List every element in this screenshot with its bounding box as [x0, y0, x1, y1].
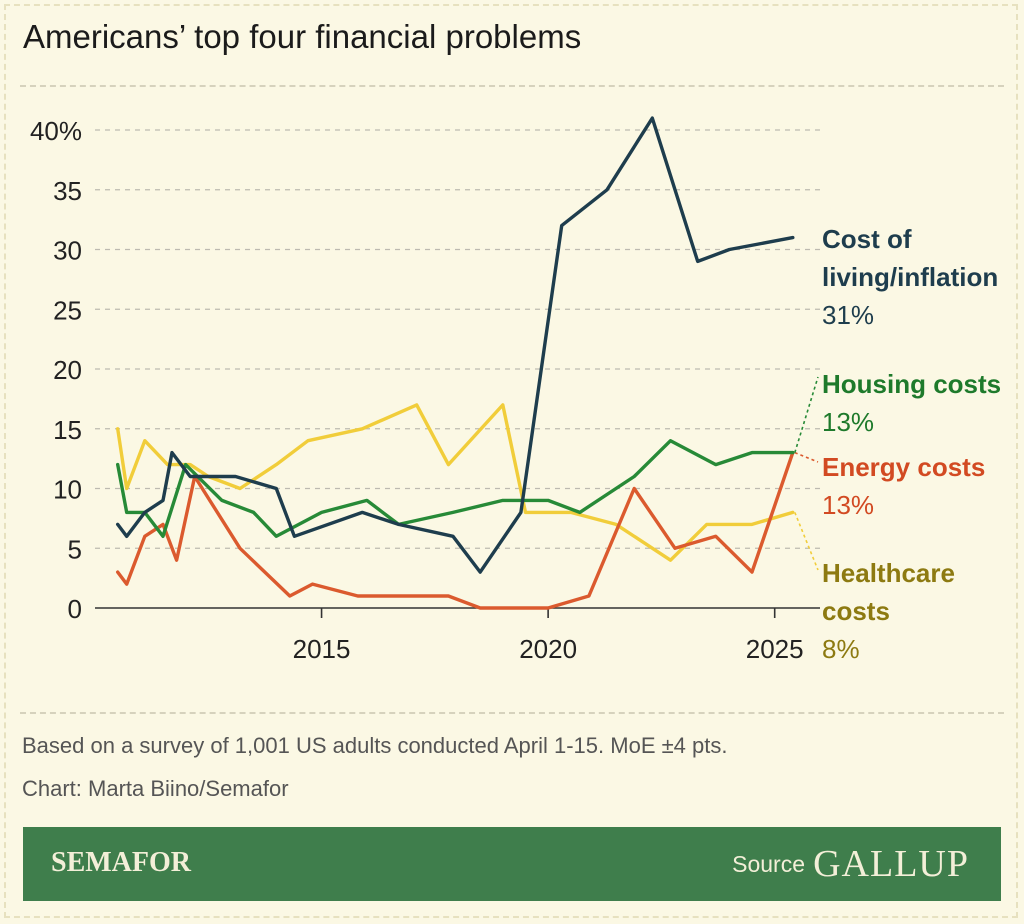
y-tick-label: 5: [68, 534, 82, 564]
y-tick-label: 40%: [30, 116, 82, 146]
source-label: Source: [732, 851, 805, 877]
series-line-housing-costs: [116, 439, 795, 538]
survey-note: Based on a survey of 1,001 US adults con…: [22, 733, 728, 758]
leader-line-energy-costs: [794, 451, 819, 463]
y-tick-label: 0: [68, 594, 82, 624]
series-label-healthcare-costs: Healthcare: [822, 558, 955, 588]
y-tick-label: 10: [53, 475, 82, 505]
chart-credit: Chart: Marta Biino/Semafor: [22, 776, 289, 801]
series-line-cost-of-living-inflation: [116, 116, 795, 574]
x-tick-label: 2015: [293, 634, 351, 664]
series-label-healthcare-costs: costs: [822, 596, 890, 626]
y-tick-label: 20: [53, 355, 82, 385]
series-label-cost-of-living-inflation: Cost of: [822, 224, 912, 254]
series-value-label-cost-of-living-inflation: 31%: [822, 300, 874, 330]
series-value-label-healthcare-costs: 8%: [822, 634, 860, 664]
chart-title: Americans’ top four financial problems: [23, 18, 582, 55]
leader-line-housing-costs: [794, 376, 819, 453]
x-tick-label: 2020: [519, 634, 577, 664]
leader-line-healthcare-costs: [794, 512, 819, 571]
y-tick-label: 25: [53, 295, 82, 325]
gallup-logo: GALLUP: [813, 843, 969, 885]
notes-divider: [20, 712, 1004, 714]
page-frame: [4, 4, 1018, 918]
y-tick-label: 35: [53, 176, 82, 206]
series-line-energy-costs: [116, 450, 795, 610]
semafor-logo: SEMAFOR: [51, 847, 191, 878]
x-tick-label: 2025: [746, 634, 804, 664]
series-label-cost-of-living-inflation: living/inflation: [822, 262, 998, 292]
series-value-label-housing-costs: 13%: [822, 407, 874, 437]
y-tick-label: 30: [53, 236, 82, 266]
footer-bar: SEMAFOR Source GALLUP: [23, 827, 1001, 901]
series-value-label-energy-costs: 13%: [822, 490, 874, 520]
series-label-housing-costs: Housing costs: [822, 369, 1001, 399]
series-label-energy-costs: Energy costs: [822, 452, 985, 482]
y-tick-label: 15: [53, 415, 82, 445]
title-divider: [20, 85, 1004, 87]
